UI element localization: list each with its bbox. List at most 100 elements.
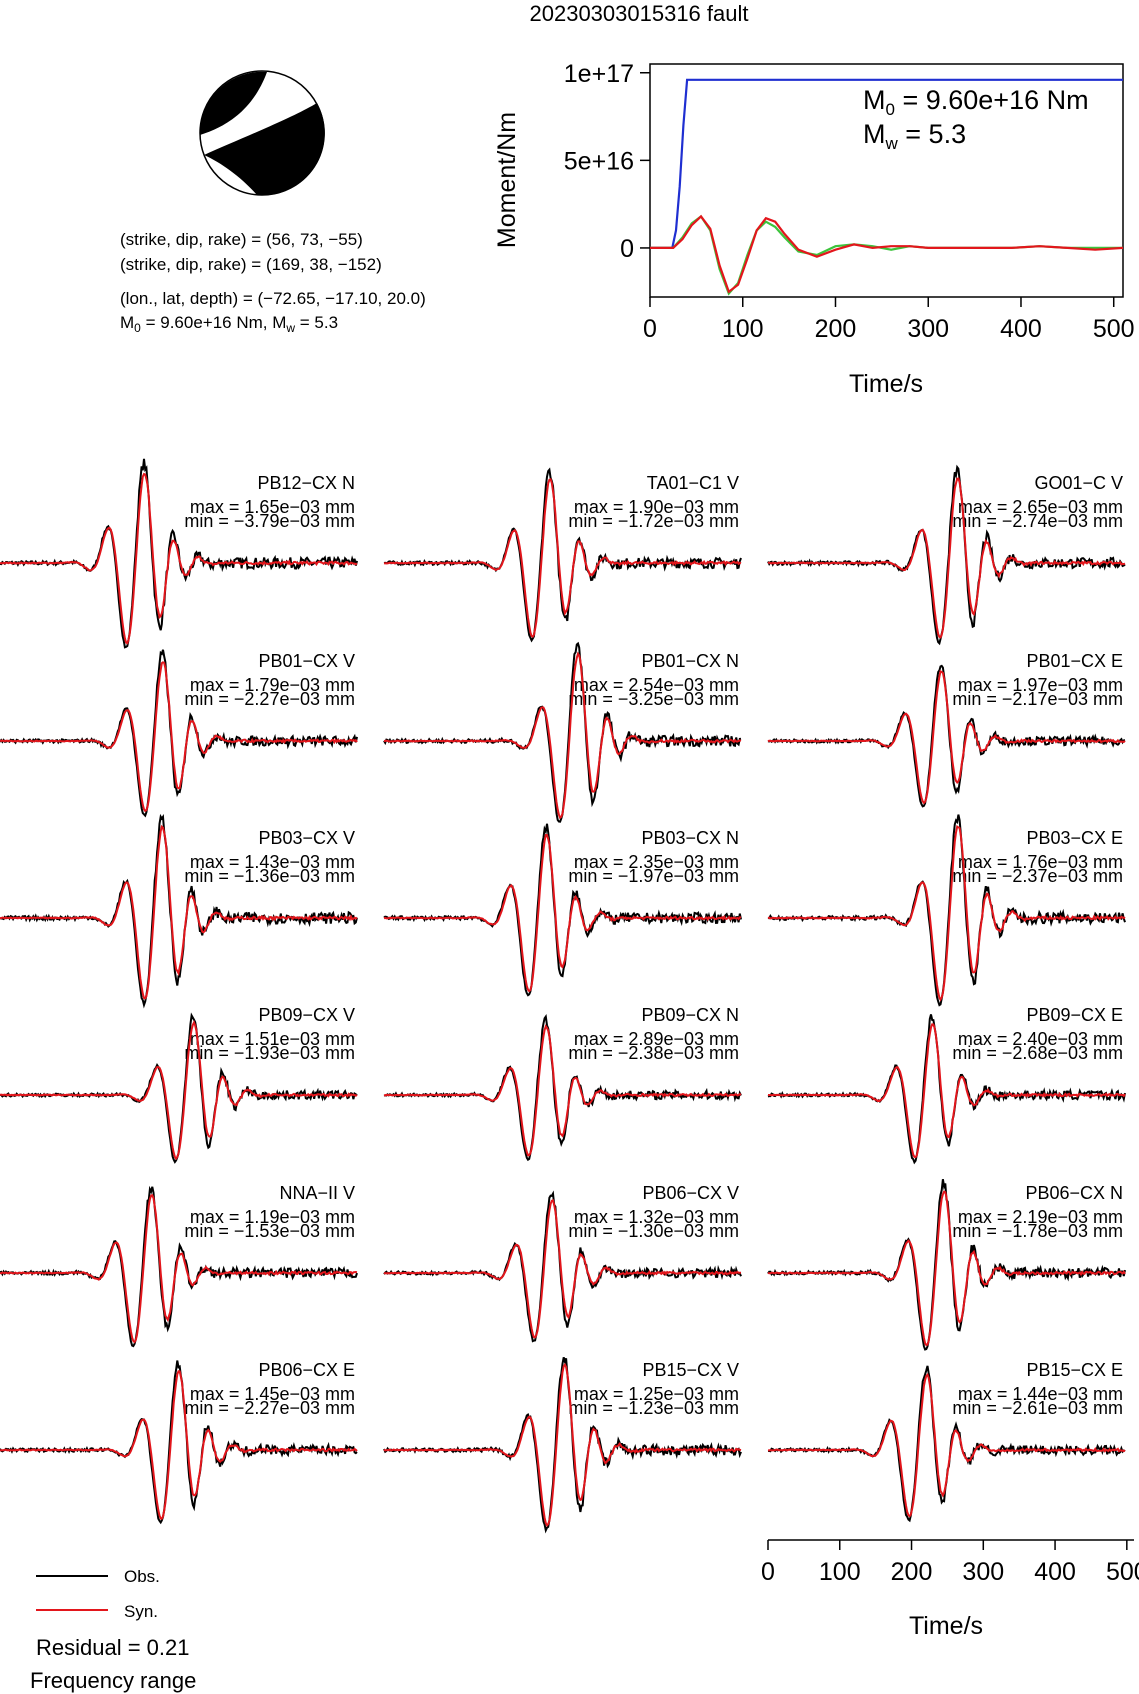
figure-title: 20230303015316 fault	[530, 1, 749, 26]
strike-dip-rake-1: (strike, dip, rake) = (56, 73, −55)	[120, 230, 363, 249]
station-name: PB01−CX V	[258, 651, 355, 671]
synthetic-trace	[0, 1020, 358, 1161]
station-name: PB03−CX E	[1026, 828, 1123, 848]
station-max: max = 1.25e−03 mm	[574, 1384, 739, 1404]
station-min: min = −2.61e−03 mm	[952, 1398, 1123, 1418]
moment-annotation-mw: Mw = 5.3	[863, 119, 966, 153]
station-name: PB09−CX V	[258, 1005, 355, 1025]
station-min: min = −2.27e−03 mm	[184, 1398, 355, 1418]
station-min: min = −2.74e−03 mm	[952, 511, 1123, 531]
station-max: max = 1.51e−03 mm	[190, 1029, 355, 1049]
synthetic-trace	[0, 661, 358, 813]
synthetic-trace	[767, 477, 1126, 639]
synthetic-trace	[0, 824, 358, 1000]
station-min: min = −1.78e−03 mm	[952, 1221, 1123, 1241]
station-min: min = −1.97e−03 mm	[568, 866, 739, 886]
synthetic-trace	[0, 472, 358, 645]
station-min: min = −1.93e−03 mm	[184, 1043, 355, 1063]
station-max: max = 2.40e−03 mm	[958, 1029, 1123, 1049]
station-max: max = 1.44e−03 mm	[958, 1384, 1123, 1404]
waveform-x-label: Time/s	[909, 1612, 983, 1640]
station-min: min = −1.36e−03 mm	[184, 866, 355, 886]
station-name: PB01−CX E	[1026, 651, 1123, 671]
station-max: max = 2.89e−03 mm	[574, 1029, 739, 1049]
station-max: max = 1.65e−03 mm	[190, 497, 355, 517]
station-max: max = 2.65e−03 mm	[958, 497, 1123, 517]
synthetic-trace	[383, 1362, 742, 1527]
station-min: min = −1.30e−03 mm	[568, 1221, 739, 1241]
station-name: PB03−CX N	[641, 828, 739, 848]
synthetic-trace	[383, 1024, 742, 1157]
station-max: max = 1.19e−03 mm	[190, 1207, 355, 1227]
waveform-x-tick-label: 400	[1034, 1558, 1076, 1586]
waveform-time-axis: 0 100 200 300 400 500	[761, 1539, 1139, 1586]
station-name: PB09−CX E	[1026, 1005, 1123, 1025]
station-min: min = −2.27e−03 mm	[184, 689, 355, 709]
mechanism-text: (strike, dip, rake) = (56, 73, −55) (str…	[120, 230, 426, 335]
station-max: max = 1.43e−03 mm	[190, 852, 355, 872]
synthetic-trace	[0, 1193, 358, 1344]
moment-x-tick-label: 200	[815, 315, 857, 343]
station-max: max = 1.79e−03 mm	[190, 675, 355, 695]
synthetic-trace	[767, 824, 1126, 1002]
moment-x-tick-label: 0	[643, 315, 657, 343]
station-min: min = −2.37e−03 mm	[952, 866, 1123, 886]
station-max: max = 1.76e−03 mm	[958, 852, 1123, 872]
station-name: PB09−CX N	[641, 1005, 739, 1025]
station-name: PB15−CX E	[1026, 1360, 1123, 1380]
synthetic-trace	[0, 1370, 358, 1520]
synthetic-trace	[767, 1190, 1126, 1347]
station-name: PB03−CX V	[258, 828, 355, 848]
station-min: min = −2.68e−03 mm	[952, 1043, 1123, 1063]
observed-trace	[383, 467, 742, 643]
legend: Obs. Syn.	[36, 1567, 160, 1621]
observed-trace	[767, 1014, 1126, 1165]
station-min: min = −1.72e−03 mm	[568, 511, 739, 531]
station-max: max = 2.54e−03 mm	[574, 675, 739, 695]
station-max: max = 1.45e−03 mm	[190, 1384, 355, 1404]
strike-dip-rake-2: (strike, dip, rake) = (169, 38, −152)	[120, 255, 382, 274]
station-min: min = −1.23e−03 mm	[568, 1398, 739, 1418]
moment-x-tick-label: 500	[1093, 315, 1135, 343]
synthetic-trace	[383, 477, 742, 639]
waveform-x-tick-label: 300	[962, 1558, 1004, 1586]
station-min: min = −3.79e−03 mm	[184, 511, 355, 531]
station-name: PB06−CX V	[642, 1183, 739, 1203]
moment-y-label: Moment/Nm	[493, 112, 521, 248]
moment-series	[650, 78, 1124, 296]
moment-y-tick-label: 5e+16	[564, 147, 634, 175]
station-max: max = 1.32e−03 mm	[574, 1207, 739, 1227]
moment-x-tick-label: 300	[907, 315, 949, 343]
frequency-range-text: Frequency range	[30, 1668, 196, 1693]
station-name: TA01−C1 V	[647, 473, 739, 493]
station-name: PB06−CX N	[1025, 1183, 1123, 1203]
synthetic-trace	[383, 1199, 742, 1339]
moment-series-line-1	[650, 214, 1123, 296]
beachball-compressional-2	[204, 103, 325, 196]
station-max: max = 1.97e−03 mm	[958, 675, 1123, 695]
waveform-x-tick-label: 100	[819, 1558, 861, 1586]
synthetic-trace	[768, 1023, 1126, 1159]
station-min: min = −3.25e−03 mm	[568, 689, 739, 709]
beachball-compressional-1	[199, 71, 267, 135]
station-name: PB15−CX V	[642, 1360, 739, 1380]
station-name: GO01−C V	[1034, 473, 1123, 493]
station-name: PB06−CX E	[258, 1360, 355, 1380]
